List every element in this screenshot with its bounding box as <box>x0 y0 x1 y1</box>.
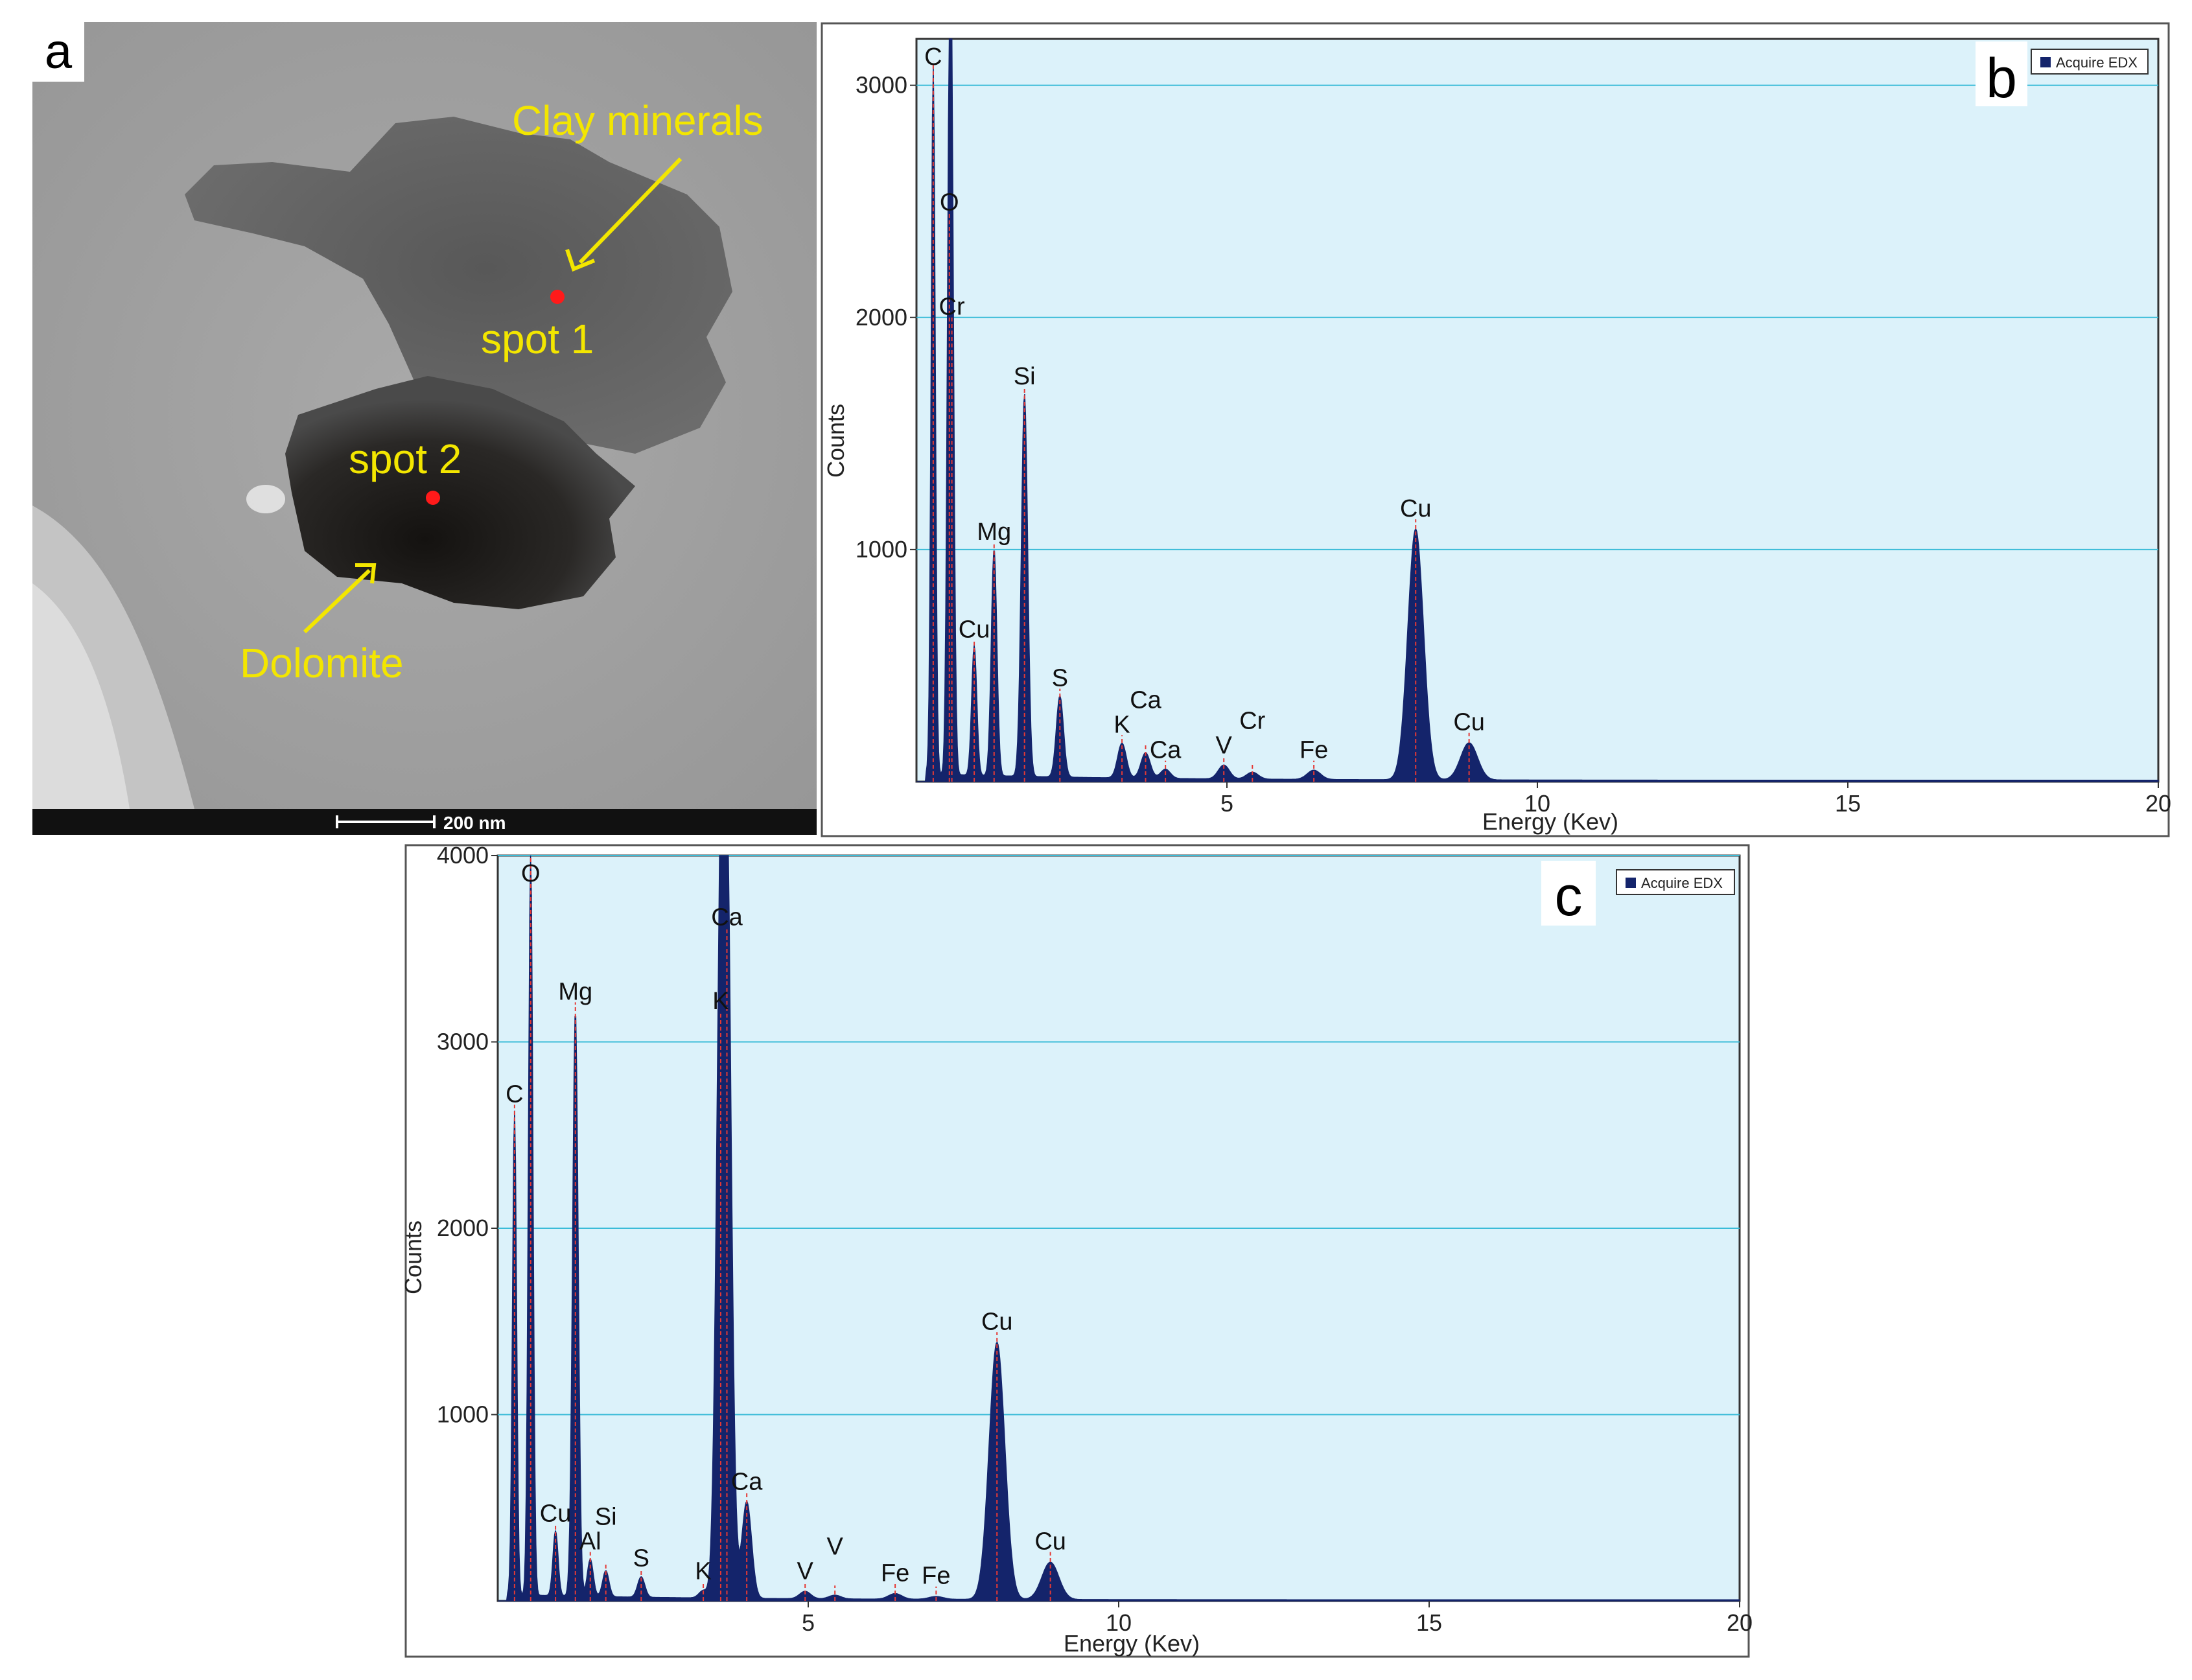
panel-b-peak-markers <box>932 62 1470 782</box>
peak-label-ca: Ca <box>1130 686 1161 714</box>
peak-label-mg: Mg <box>977 519 1011 546</box>
y-tick-label: 4000 <box>437 842 489 869</box>
peak-label-cu: Cu <box>1453 709 1485 736</box>
peak-label-si: Si <box>595 1504 617 1531</box>
label-clay-minerals: Clay minerals <box>512 97 764 144</box>
x-tick-label: 20 <box>1727 1609 1753 1636</box>
peak-label-v: V <box>797 1558 814 1585</box>
x-tick-label: 5 <box>1220 790 1233 817</box>
peak-label-ca: Ca <box>1150 737 1182 764</box>
panel-b-plot-area <box>915 38 2160 783</box>
panel-a-letter-box <box>32 22 84 82</box>
x-tick-label: 10 <box>1106 1609 1132 1636</box>
scale-bar-label: 200 nm <box>443 813 506 833</box>
panel-b-spectrum <box>916 38 2159 782</box>
panel-c-legend-swatch <box>1626 878 1636 888</box>
x-tick-label: 15 <box>1835 790 1861 817</box>
clay-aggregate-shape <box>185 117 732 454</box>
panel-c-gridlines <box>498 855 1740 1416</box>
dolomite-crystal-shape <box>285 376 635 609</box>
peak-label-fe: Fe <box>1300 737 1328 764</box>
peak-label-s: S <box>633 1545 649 1572</box>
arrow-clay-line <box>578 157 682 264</box>
x-tick-label: 5 <box>802 1609 815 1636</box>
panel-a-tem-image: 200 nm a Clay minerals spot 1 spot 2 Dol… <box>32 22 817 835</box>
panel-c-spectrum <box>498 855 1740 1602</box>
bright-halo <box>246 485 285 513</box>
peak-label-al: Al <box>579 1528 601 1556</box>
panel-c-ylabel: Counts <box>400 1220 426 1294</box>
label-spot-2: spot 2 <box>349 436 461 482</box>
peak-label-s: S <box>1052 665 1068 692</box>
peak-label-si: Si <box>1014 363 1036 390</box>
panel-c-legend-box <box>1616 869 1735 895</box>
peak-label-o: O <box>940 189 959 216</box>
panel-c-letter-box <box>1541 861 1596 926</box>
panel-b-legend-text: Acquire EDX <box>2056 54 2138 71</box>
peak-label-cu: Cu <box>981 1308 1013 1335</box>
peak-label-fe: Fe <box>922 1563 950 1590</box>
peak-label-cu: Cu <box>540 1500 572 1527</box>
y-tick-label: 2000 <box>856 304 907 331</box>
spot-2-marker <box>426 491 440 505</box>
peak-label-mg: Mg <box>558 978 592 1005</box>
peak-label-cu: Cu <box>1034 1528 1066 1556</box>
spectrum-area <box>916 38 2159 782</box>
peak-label-v: V <box>827 1534 844 1561</box>
panel-b-letter: b <box>1986 47 2017 110</box>
arrow-dolomite-line <box>303 568 371 634</box>
panel-b-letter-box <box>1976 41 2027 106</box>
arrow-dolomite-head <box>355 563 377 584</box>
peak-label-cu: Cu <box>959 616 990 643</box>
peak-label-ca: Ca <box>711 904 743 931</box>
peak-label-cu: Cu <box>1400 495 1432 522</box>
y-tick-label: 2000 <box>437 1215 489 1241</box>
peak-label-o: O <box>521 860 541 887</box>
panel-b-ticks: 1000 2000 3000 5 10 15 20 <box>856 72 2171 817</box>
peak-label-v: V <box>1216 732 1233 760</box>
peak-label-cr: Cr <box>1239 708 1265 735</box>
peak-label-cr: Cr <box>939 294 965 321</box>
panel-b-legend-swatch <box>2040 57 2051 67</box>
panel-c-ticks: 1000 2000 3000 4000 5 10 15 20 <box>437 842 1753 1636</box>
x-tick-label: 20 <box>2145 790 2171 817</box>
y-tick-label: 3000 <box>856 72 907 99</box>
x-tick-label: 10 <box>1524 790 1550 817</box>
panel-b-gridlines <box>916 84 2158 550</box>
panel-b-ylabel: Counts <box>822 404 849 478</box>
y-tick-label: 1000 <box>437 1401 489 1428</box>
label-spot-1: spot 1 <box>481 316 594 362</box>
y-tick-label: 3000 <box>437 1029 489 1055</box>
panel-a-letter: a <box>45 24 73 79</box>
carbon-film-hole <box>32 583 130 809</box>
peak-label-k: K <box>695 1558 711 1585</box>
peak-label-fe: Fe <box>881 1559 909 1587</box>
peak-label-k: K <box>1113 711 1130 738</box>
y-tick-label: 1000 <box>856 536 907 563</box>
panel-b-xlabel: Energy (Kev) <box>1482 808 1618 835</box>
peak-label-k: K <box>712 988 729 1015</box>
panel-c-peak-markers <box>513 858 1051 1601</box>
peak-label-c: C <box>506 1081 523 1108</box>
peak-label-c: C <box>924 43 942 71</box>
panel-c-legend-text: Acquire EDX <box>1641 875 1723 891</box>
panel-c-xlabel: Energy (Kev) <box>1064 1630 1200 1657</box>
spot-1-marker <box>550 290 565 304</box>
panel-c-letter: c <box>1555 865 1583 928</box>
x-tick-label: 15 <box>1416 1609 1442 1636</box>
arrow-clay-head <box>565 249 596 272</box>
spectrum-area <box>498 855 1740 1602</box>
peak-label-ca: Ca <box>731 1469 763 1496</box>
label-dolomite: Dolomite <box>240 640 404 686</box>
